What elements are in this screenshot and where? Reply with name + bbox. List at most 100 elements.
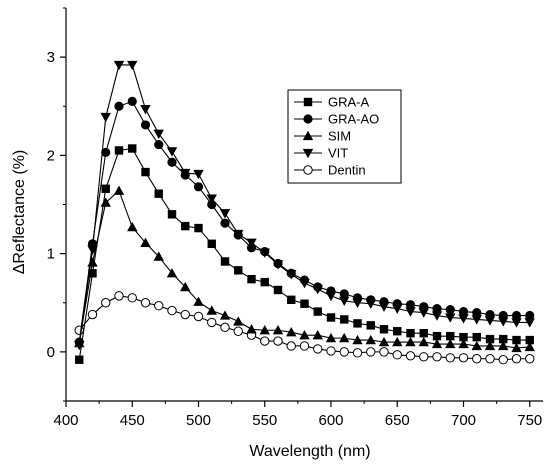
data-point-gra-a xyxy=(167,210,177,219)
data-point-gra-a xyxy=(459,332,468,342)
y-tick-label: 1 xyxy=(47,246,55,263)
data-point-gra-ao xyxy=(180,170,190,180)
data-point-vit xyxy=(127,60,138,71)
data-point-gra-a xyxy=(525,335,534,345)
legend-label-gra-a: GRA-A xyxy=(328,95,370,110)
x-tick-label: 700 xyxy=(451,412,476,429)
data-point-sim xyxy=(272,325,284,335)
x-tick-label: 750 xyxy=(517,412,542,429)
legend-marker-vit xyxy=(302,148,314,159)
y-tick-label: 3 xyxy=(47,49,55,66)
series-dentin xyxy=(74,291,535,365)
data-point-gra-ao xyxy=(74,337,84,347)
data-point-gra-ao xyxy=(472,307,482,318)
data-point-gra-ao xyxy=(326,286,336,296)
data-point-gra-a xyxy=(353,319,362,328)
x-tick-label: 600 xyxy=(318,412,343,429)
data-point-sim xyxy=(405,336,416,347)
plot-axes: 400 450 500 550 600 650 700 750 0 1 2 3 xyxy=(47,7,543,429)
data-point-vit xyxy=(87,245,98,255)
data-point-vit xyxy=(431,311,443,321)
data-point-dentin xyxy=(511,354,522,364)
data-point-sim xyxy=(431,338,443,349)
data-point-vit xyxy=(193,169,204,180)
x-tick-label: 650 xyxy=(385,412,410,429)
data-point-sim xyxy=(140,237,151,247)
x-axis-title: Wavelength (nm) xyxy=(249,443,370,460)
data-point-gra-a xyxy=(207,239,216,248)
data-point-gra-a xyxy=(88,269,97,278)
data-point-gra-a xyxy=(260,277,269,287)
legend-label-sim: SIM xyxy=(328,129,351,144)
legend: GRA-A GRA-AO SIM VIT Dentin xyxy=(287,89,402,184)
legend-marker-sim xyxy=(302,130,314,141)
data-point-sim xyxy=(299,329,310,340)
x-tick-label: 550 xyxy=(252,412,277,429)
data-point-gra-ao xyxy=(498,310,508,321)
data-point-gra-a xyxy=(141,167,150,177)
data-point-vit xyxy=(471,315,482,325)
data-point-gra-a xyxy=(181,221,190,231)
data-point-gra-a xyxy=(406,329,415,338)
legend-label-gra-ao: GRA-AO xyxy=(328,112,379,127)
data-point-sim xyxy=(498,340,509,351)
data-point-sim xyxy=(246,324,257,334)
data-point-dentin xyxy=(180,309,190,320)
data-point-dentin xyxy=(299,341,310,351)
data-point-gra-ao xyxy=(273,258,283,269)
data-point-gra-ao xyxy=(233,230,243,240)
data-point-gra-ao xyxy=(445,305,455,315)
series-line-sim xyxy=(78,189,530,349)
data-point-sim xyxy=(524,341,535,352)
legend-marker-dentin xyxy=(303,165,313,175)
data-point-dentin xyxy=(458,353,469,363)
data-point-dentin xyxy=(432,352,442,362)
data-point-dentin xyxy=(339,347,349,357)
data-point-gra-ao xyxy=(140,120,151,130)
data-point-gra-a xyxy=(287,295,296,305)
data-point-gra-ao xyxy=(299,275,310,285)
data-point-gra-a xyxy=(485,334,495,344)
series-gra-a xyxy=(75,144,534,364)
data-point-dentin xyxy=(419,352,429,362)
data-point-dentin xyxy=(525,354,535,364)
series-layer xyxy=(74,60,535,365)
data-point-gra-ao xyxy=(339,289,349,299)
data-point-dentin xyxy=(392,350,402,360)
data-point-vit xyxy=(524,318,535,328)
data-point-dentin xyxy=(193,311,204,322)
data-point-gra-a xyxy=(273,285,283,295)
data-point-gra-ao xyxy=(260,247,270,257)
data-point-gra-a xyxy=(326,313,336,322)
x-tick-label: 450 xyxy=(120,412,145,429)
data-point-dentin xyxy=(405,351,416,361)
data-point-sim xyxy=(193,296,204,306)
data-point-gra-ao xyxy=(525,310,535,321)
data-point-gra-ao xyxy=(154,139,164,150)
data-point-sim xyxy=(445,338,456,349)
data-point-gra-ao xyxy=(366,295,376,305)
data-point-gra-ao xyxy=(87,239,98,249)
data-point-gra-ao xyxy=(313,282,323,292)
data-point-vit xyxy=(113,60,125,71)
data-point-gra-a xyxy=(75,355,84,364)
series-sim xyxy=(74,185,535,353)
data-point-gra-a xyxy=(340,315,349,324)
data-point-dentin xyxy=(87,309,98,320)
data-point-dentin xyxy=(154,300,164,311)
data-point-dentin xyxy=(445,353,455,363)
data-point-gra-ao xyxy=(392,299,402,309)
data-point-dentin xyxy=(140,298,151,308)
data-point-sim xyxy=(392,336,403,347)
data-point-gra-ao xyxy=(220,218,230,228)
data-point-gra-ao xyxy=(405,300,416,310)
data-point-gra-ao xyxy=(114,101,124,111)
data-point-gra-a xyxy=(154,189,163,198)
data-point-gra-a xyxy=(499,334,508,344)
data-point-vit xyxy=(498,317,509,327)
data-point-vit xyxy=(445,313,456,323)
data-point-gra-a xyxy=(128,144,137,153)
data-point-sim xyxy=(312,329,323,340)
data-point-dentin xyxy=(220,322,230,333)
